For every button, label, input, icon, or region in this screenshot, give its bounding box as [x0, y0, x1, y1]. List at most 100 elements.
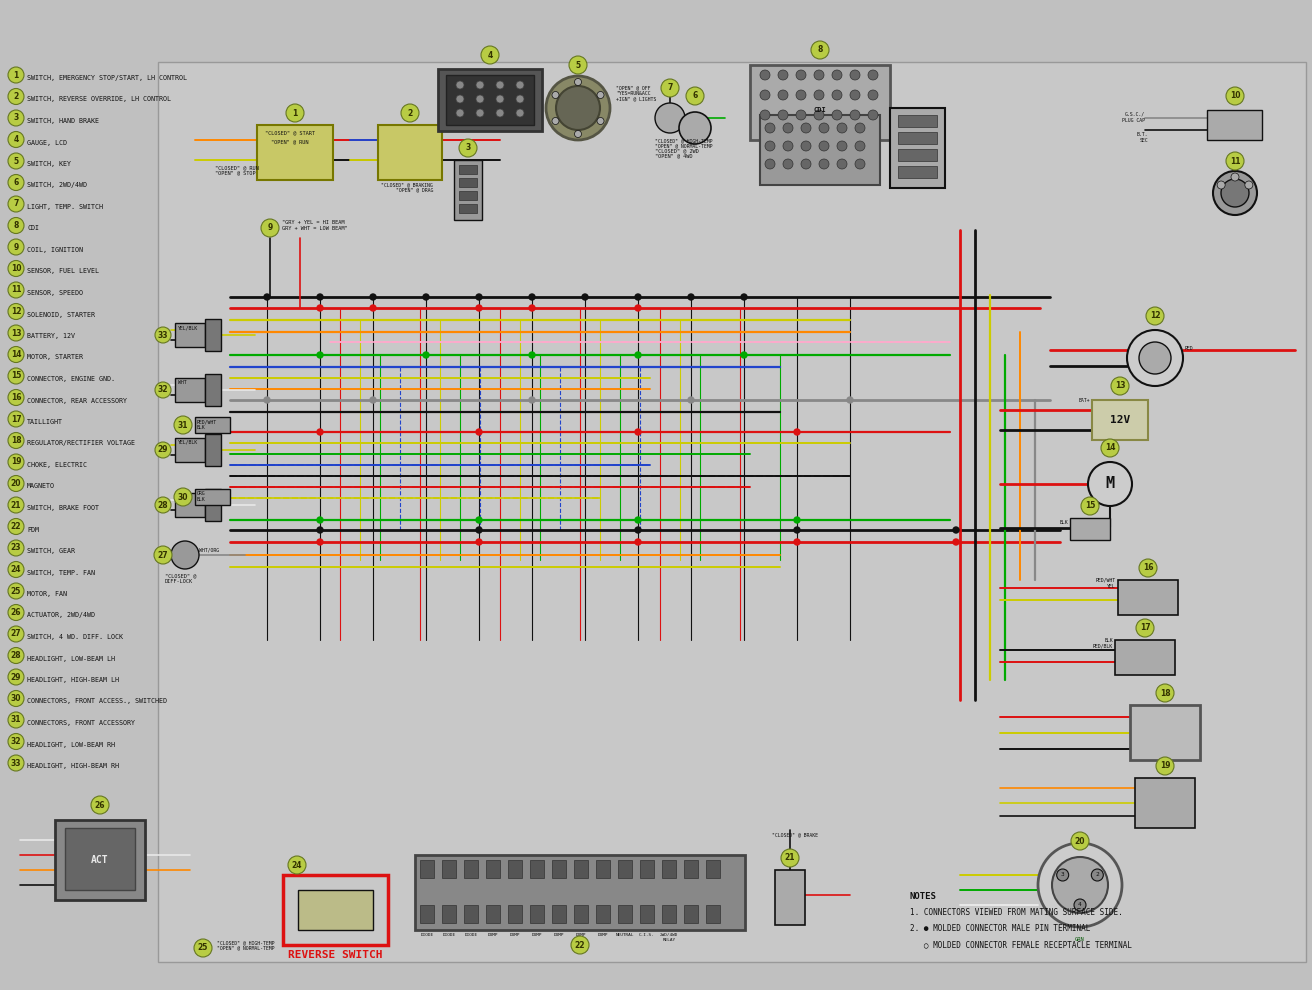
- Bar: [1071, 518, 1110, 540]
- Circle shape: [1214, 171, 1257, 215]
- Circle shape: [529, 352, 535, 358]
- Circle shape: [171, 541, 199, 569]
- Circle shape: [1156, 757, 1174, 775]
- Circle shape: [802, 123, 811, 133]
- Circle shape: [8, 411, 24, 427]
- Text: 20: 20: [10, 479, 21, 488]
- Circle shape: [8, 690, 24, 707]
- Circle shape: [91, 796, 109, 814]
- Circle shape: [783, 141, 792, 151]
- Circle shape: [8, 605, 24, 621]
- Text: "CLOSED" @ HIGH-TEMP
"OPEN" @ NORMAL-TEMP: "CLOSED" @ HIGH-TEMP "OPEN" @ NORMAL-TEM…: [216, 940, 274, 950]
- Circle shape: [8, 239, 24, 255]
- Circle shape: [796, 90, 806, 100]
- Circle shape: [155, 442, 171, 458]
- Circle shape: [8, 88, 24, 105]
- Circle shape: [778, 110, 789, 120]
- Text: 14: 14: [1105, 444, 1115, 452]
- Circle shape: [855, 141, 865, 151]
- Text: 2: 2: [1096, 872, 1099, 877]
- Circle shape: [318, 539, 323, 545]
- Circle shape: [8, 368, 24, 384]
- Circle shape: [546, 76, 610, 140]
- Text: DIODE: DIODE: [464, 933, 478, 937]
- Circle shape: [1101, 439, 1119, 457]
- Circle shape: [813, 110, 824, 120]
- Bar: [530, 860, 544, 878]
- Circle shape: [476, 429, 482, 435]
- Bar: [618, 860, 632, 878]
- Bar: [66, 828, 135, 890]
- Circle shape: [1111, 377, 1130, 395]
- Text: 7: 7: [668, 83, 673, 92]
- Bar: [706, 860, 720, 878]
- Circle shape: [781, 849, 799, 867]
- Text: 3: 3: [1061, 872, 1064, 877]
- Circle shape: [687, 294, 694, 300]
- Text: 28: 28: [10, 651, 21, 660]
- Circle shape: [8, 153, 24, 169]
- Text: 26: 26: [10, 608, 21, 617]
- Circle shape: [496, 81, 504, 89]
- Text: BLK: BLK: [1059, 520, 1068, 525]
- Text: RED: RED: [1185, 346, 1194, 351]
- Circle shape: [597, 91, 604, 98]
- Circle shape: [783, 159, 792, 169]
- Text: HEADLIGHT, HIGH-BEAM LH: HEADLIGHT, HIGH-BEAM LH: [28, 677, 119, 683]
- Text: CONNECTORS, FRONT ACCESSORY: CONNECTORS, FRONT ACCESSORY: [28, 720, 135, 726]
- Text: CONNECTOR, ENGINE GND.: CONNECTOR, ENGINE GND.: [28, 376, 115, 382]
- Circle shape: [783, 123, 792, 133]
- Circle shape: [422, 352, 429, 358]
- Circle shape: [571, 936, 589, 954]
- Circle shape: [155, 382, 171, 398]
- Circle shape: [794, 429, 800, 435]
- Text: 19: 19: [1160, 761, 1170, 770]
- Circle shape: [529, 397, 535, 403]
- Bar: [897, 115, 937, 127]
- Circle shape: [476, 294, 482, 300]
- Circle shape: [819, 141, 829, 151]
- Text: 29: 29: [157, 446, 168, 454]
- Bar: [438, 69, 542, 131]
- Circle shape: [802, 159, 811, 169]
- Circle shape: [1136, 619, 1155, 637]
- Text: SWITCH, TEMP. FAN: SWITCH, TEMP. FAN: [28, 569, 94, 575]
- Text: ACT: ACT: [92, 855, 109, 865]
- Text: SWITCH, GEAR: SWITCH, GEAR: [28, 548, 75, 554]
- Text: GRN: GRN: [1075, 937, 1085, 942]
- Bar: [454, 160, 482, 220]
- Bar: [663, 860, 676, 878]
- Text: 7: 7: [13, 200, 18, 209]
- Circle shape: [496, 95, 504, 103]
- Text: 12: 12: [10, 307, 21, 316]
- Circle shape: [765, 123, 775, 133]
- Circle shape: [476, 109, 484, 117]
- Circle shape: [476, 95, 484, 103]
- Circle shape: [8, 132, 24, 148]
- Text: SOLENOID, STARTER: SOLENOID, STARTER: [28, 312, 94, 318]
- Bar: [897, 149, 937, 161]
- Circle shape: [459, 139, 478, 157]
- Circle shape: [819, 123, 829, 133]
- Circle shape: [597, 118, 604, 125]
- Circle shape: [778, 90, 789, 100]
- Circle shape: [8, 433, 24, 448]
- Circle shape: [813, 70, 824, 80]
- Text: 22: 22: [575, 940, 585, 949]
- Circle shape: [575, 131, 581, 138]
- Text: ○ MOLDED CONNECTOR FEMALE RECEPTACLE TERMINAL: ○ MOLDED CONNECTOR FEMALE RECEPTACLE TER…: [911, 940, 1132, 949]
- Text: YEL/BLK: YEL/BLK: [178, 325, 198, 330]
- Text: WHT/ORG: WHT/ORG: [199, 547, 219, 552]
- Circle shape: [8, 712, 24, 728]
- Circle shape: [318, 429, 323, 435]
- Text: YEL/BLK: YEL/BLK: [178, 440, 198, 445]
- Text: SWITCH, EMERGENCY STOP/START, LH CONTROL: SWITCH, EMERGENCY STOP/START, LH CONTROL: [28, 75, 188, 81]
- Bar: [174, 493, 205, 517]
- Circle shape: [8, 454, 24, 470]
- Bar: [508, 860, 522, 878]
- Circle shape: [496, 109, 504, 117]
- Bar: [684, 860, 698, 878]
- Text: MOTOR, STARTER: MOTOR, STARTER: [28, 354, 83, 360]
- Circle shape: [482, 46, 499, 64]
- Text: 25: 25: [10, 586, 21, 596]
